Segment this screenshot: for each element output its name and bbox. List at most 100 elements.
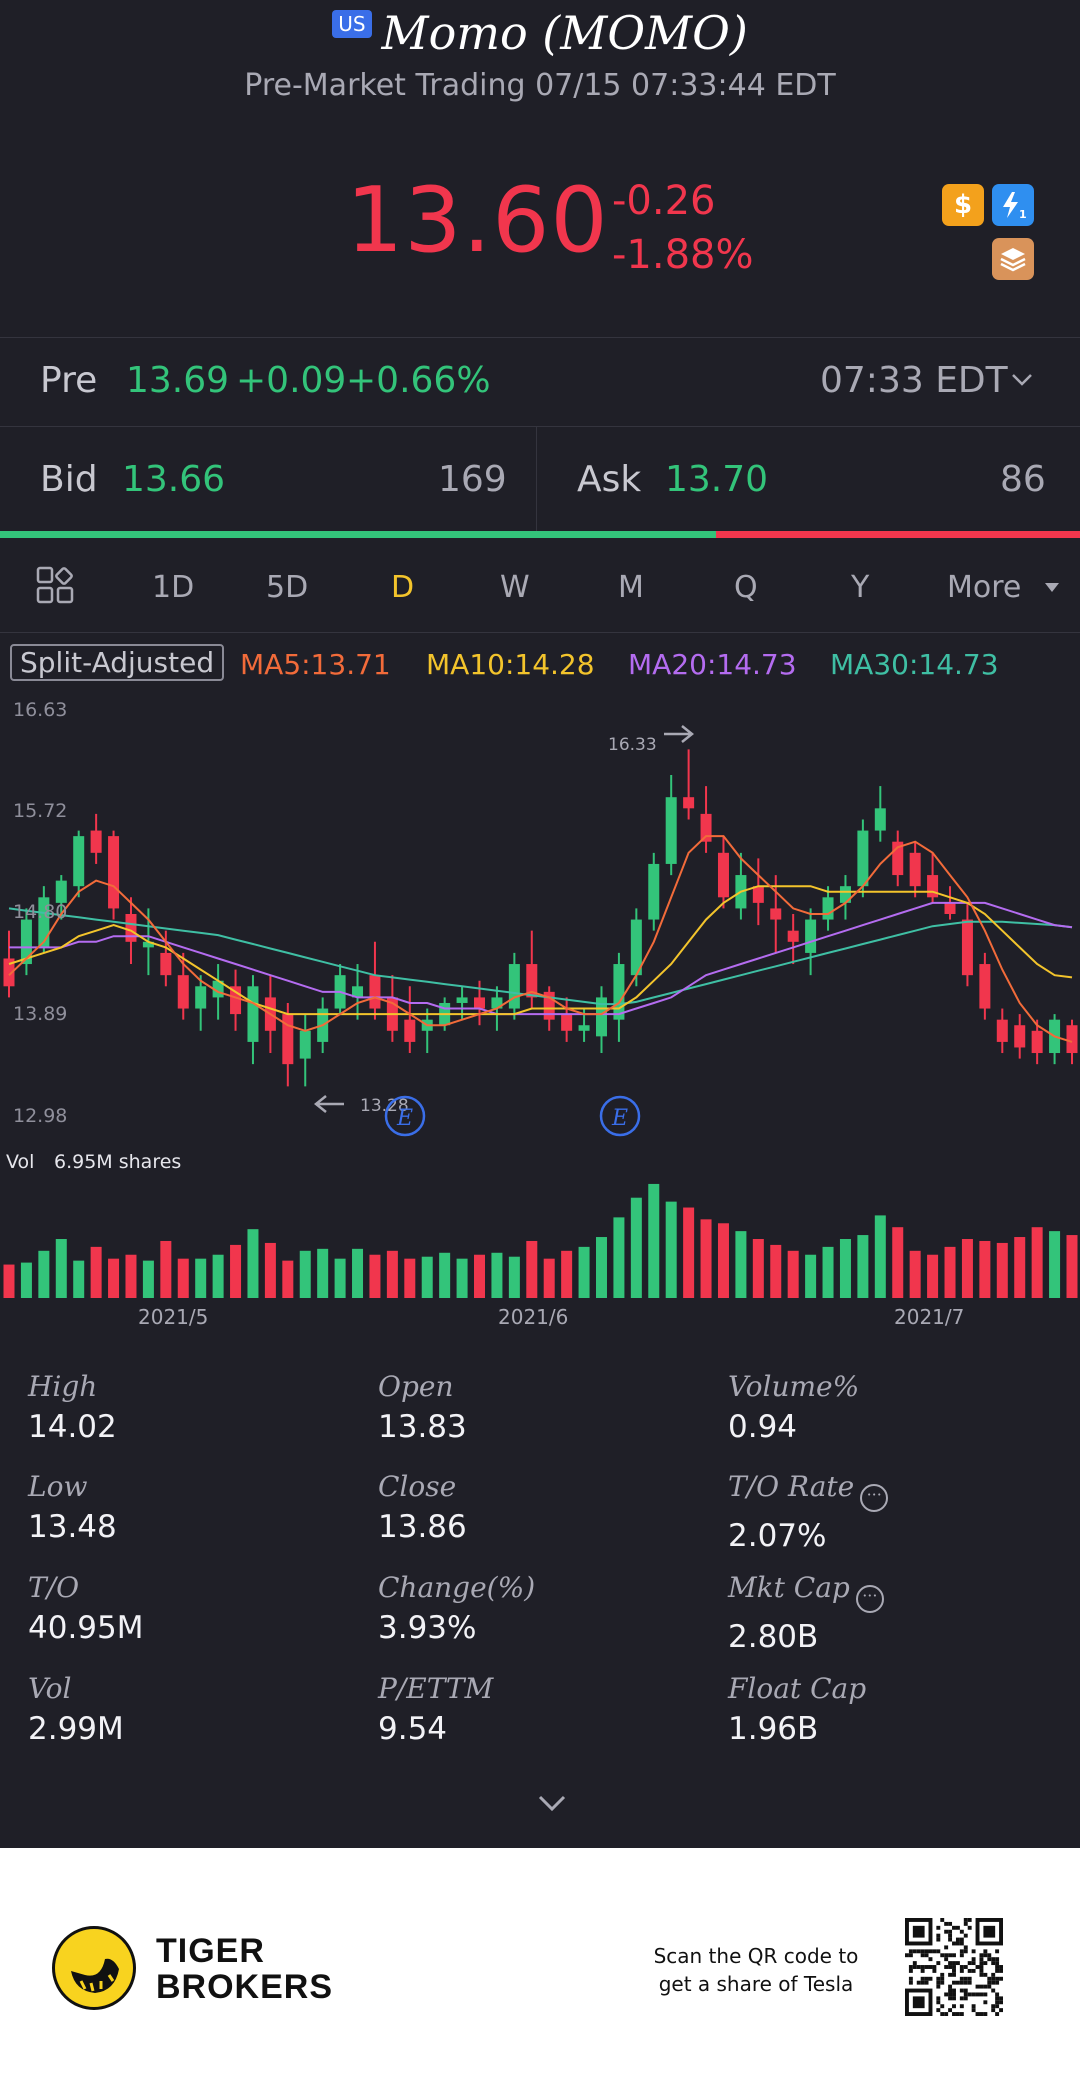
stat-label: High [28, 1370, 117, 1403]
candle-body [822, 897, 834, 920]
ma30-value: MA30:14.73 [830, 648, 999, 681]
tab-5d[interactable]: 5D [266, 570, 309, 605]
stat-cell[interactable]: T/O Rate ··· 2.07% [728, 1470, 889, 1554]
candle-body [177, 975, 189, 1009]
arrow-right-icon [664, 725, 695, 743]
candle-body [909, 852, 921, 887]
qr-module [940, 1953, 945, 1958]
volume-bar [683, 1207, 695, 1298]
qr-module [995, 2004, 1000, 2009]
qr-module [940, 1972, 945, 1977]
tab-more[interactable]: More [947, 570, 1022, 605]
more-info-icon[interactable]: ··· [860, 1484, 889, 1512]
qr-module [995, 1957, 1000, 1962]
qr-module [991, 1980, 996, 1985]
qr-module [967, 1918, 972, 1922]
volume-bar [90, 1246, 102, 1298]
premarket-row[interactable]: Pre 13.69 +0.09 +0.66% 07:33 EDT [0, 338, 1080, 426]
tab-1d[interactable]: 1D [152, 570, 195, 605]
chevron-down-icon[interactable] [536, 1792, 568, 1814]
qr-module [944, 1945, 949, 1950]
volume-bar [474, 1254, 486, 1298]
divider [536, 427, 537, 531]
qr-module [908, 1968, 913, 1973]
dollar-icon[interactable]: $ [942, 184, 984, 226]
qr-module [948, 1984, 953, 1989]
caret-down-icon[interactable] [1044, 581, 1060, 593]
volume-bar [38, 1250, 50, 1298]
stat-label: Float Cap [728, 1672, 866, 1705]
qr-module [924, 1965, 929, 1969]
qr-module [936, 1961, 941, 1966]
volume-bar [595, 1237, 607, 1298]
qr-module [971, 1949, 976, 1954]
premarket-label: Pre [40, 360, 98, 401]
volume-bar [561, 1250, 573, 1298]
qr-module [995, 1961, 1000, 1966]
candle-body [787, 930, 799, 942]
stat-cell[interactable]: Mkt Cap ··· 2.80B [728, 1571, 884, 1655]
volume-bar [1031, 1227, 1043, 1298]
qr-module [920, 1980, 925, 1985]
qr-module [979, 1992, 984, 1997]
qr-module [959, 1980, 964, 1985]
qr-module [995, 1980, 1000, 1985]
tab-y[interactable]: Y [851, 570, 870, 605]
qr-module [955, 1941, 960, 1946]
bid-volume-bar [0, 531, 716, 538]
qr-module [963, 1996, 968, 2001]
qr-module [944, 1992, 949, 1997]
volume-bar [55, 1239, 67, 1298]
candle-body [996, 1019, 1008, 1042]
grid-icon[interactable] [36, 566, 76, 606]
tab-w[interactable]: W [500, 570, 530, 605]
stack-icon[interactable] [992, 238, 1034, 280]
qr-module [955, 2012, 960, 2016]
qr-module [948, 1953, 953, 1958]
qr-module [932, 1965, 937, 1969]
volume-bar [142, 1260, 154, 1298]
volume-bar [578, 1246, 590, 1298]
bid-label: Bid [40, 459, 98, 500]
ma10-value: MA10:14.28 [426, 648, 595, 681]
qr-finder [912, 1925, 925, 1938]
indicator-row: Split-Adjusted MA5:13.71 MA10:14.28 MA20… [0, 640, 1080, 686]
split-adjusted-toggle[interactable]: Split-Adjusted [10, 644, 225, 681]
candle-body [683, 797, 695, 809]
tab-q[interactable]: Q [734, 570, 758, 605]
qr-module [987, 1957, 992, 1962]
volume-bar [630, 1197, 642, 1298]
tab-m[interactable]: M [618, 570, 644, 605]
flash-level-icon[interactable]: 1 [992, 184, 1034, 226]
qr-module [928, 1965, 933, 1969]
qr-module [924, 1980, 929, 1985]
candlestick-chart[interactable]: 16.63 15.72 14.80 13.89 12.98 16.33 13.2… [0, 690, 1080, 1340]
volume-bar [927, 1254, 939, 1298]
qr-module [959, 1949, 964, 1954]
candle-body [90, 830, 102, 853]
tab-d[interactable]: D [391, 570, 415, 605]
stat-value: 9.54 [378, 1711, 448, 1747]
candle-body [369, 975, 381, 1009]
svg-text:1: 1 [1019, 208, 1027, 220]
qr-code-icon[interactable] [905, 1918, 1003, 2016]
stat-label: Mkt Cap ··· [728, 1571, 884, 1613]
candle-body [665, 797, 677, 864]
y-tick-label: 13.89 [13, 1003, 67, 1025]
stock-title: US Momo (MOMO) [0, 6, 1080, 60]
volume-bar [247, 1229, 259, 1298]
qr-module [991, 2004, 996, 2009]
volume-bar [369, 1254, 381, 1298]
stat-cell: Change(%) 3.93% [378, 1571, 535, 1646]
stat-label: Vol [28, 1672, 124, 1705]
qr-module [928, 1949, 933, 1954]
qr-module [924, 1953, 929, 1958]
qr-module [959, 1965, 964, 1969]
qr-module [963, 1949, 968, 1954]
stat-cell: Vol 2.99M [28, 1672, 124, 1747]
more-info-icon[interactable]: ··· [855, 1585, 884, 1613]
candle-body [491, 997, 503, 1009]
chevron-down-icon[interactable] [1010, 368, 1034, 392]
volume-bar [352, 1248, 364, 1298]
qr-module [995, 1968, 1000, 1973]
